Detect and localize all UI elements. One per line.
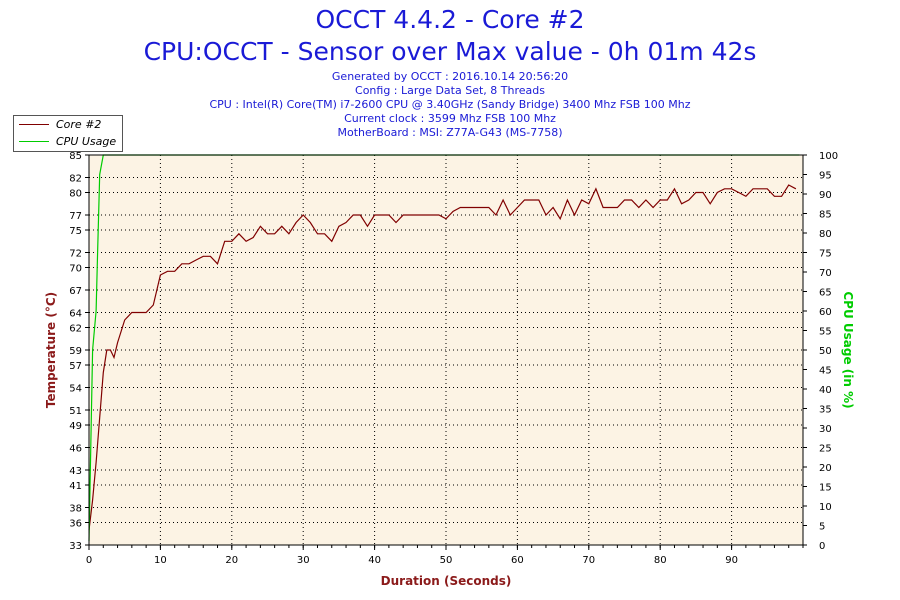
- left-tick-label: 36: [69, 519, 82, 530]
- left-tick-label: 59: [69, 346, 82, 357]
- right-tick-label: 65: [819, 288, 832, 299]
- right-tick-label: 25: [819, 444, 832, 455]
- right-tick-label: 80: [819, 229, 832, 240]
- right-tick-label: 50: [819, 346, 832, 357]
- bottom-tick-label: 70: [582, 555, 595, 566]
- left-tick-label: 70: [69, 264, 82, 275]
- bottom-tick-label: 20: [225, 555, 238, 566]
- left-tick-label: 49: [69, 421, 82, 432]
- info-config: Config : Large Data Set, 8 Threads: [355, 84, 545, 97]
- right-tick-label: 45: [819, 366, 832, 377]
- bottom-axis-ticks: 0 10 20 30 40 50 60 70 80 90: [86, 545, 804, 566]
- right-tick-label: 15: [819, 483, 832, 494]
- right-tick-label: 90: [819, 190, 832, 201]
- right-tick-label: 85: [819, 210, 832, 221]
- legend-label-core2: Core #2: [56, 118, 102, 131]
- left-tick-label: 75: [69, 226, 82, 237]
- left-tick-label: 38: [69, 504, 82, 515]
- left-tick-label: 54: [69, 384, 82, 395]
- bottom-tick-label: 60: [511, 555, 524, 566]
- chart-legend: Core #2 CPU Usage: [13, 115, 123, 152]
- right-tick-label: 20: [819, 463, 832, 474]
- grid-lines: [89, 155, 803, 545]
- bottom-tick-label: 50: [440, 555, 453, 566]
- right-axis-ticks: 0 5 10 15 20 25 30 35 40 45 50 55 60 65 70 75 80 85 90 95 10…: [803, 151, 838, 552]
- right-tick-label: 55: [819, 327, 832, 338]
- left-tick-label: 46: [69, 444, 82, 455]
- left-tick-label: 51: [69, 406, 82, 417]
- x-axis-label: Duration (Seconds): [381, 574, 512, 588]
- left-tick-label: 41: [69, 481, 82, 492]
- left-tick-label: 80: [69, 189, 82, 200]
- bottom-tick-label: 90: [725, 555, 738, 566]
- bottom-tick-label: 40: [368, 555, 381, 566]
- right-tick-label: 75: [819, 249, 832, 260]
- info-cpu: CPU : Intel(R) Core(TM) i7-2600 CPU @ 3.…: [209, 98, 691, 111]
- left-tick-label: 57: [69, 361, 82, 372]
- info-motherboard: MotherBoard : MSI: Z77A-G43 (MS-7758): [337, 126, 563, 139]
- legend-item-core2: Core #2: [14, 117, 122, 133]
- right-tick-label: 30: [819, 424, 832, 435]
- right-tick-label: 0: [819, 541, 825, 552]
- bottom-tick-label: 0: [86, 555, 92, 566]
- right-tick-label: 40: [819, 385, 832, 396]
- left-tick-label: 33: [69, 541, 82, 552]
- bottom-tick-label: 80: [654, 555, 667, 566]
- left-tick-label: 72: [69, 249, 82, 260]
- left-tick-label: 85: [69, 151, 82, 162]
- right-tick-label: 10: [819, 502, 832, 513]
- series-line-core-2: [88, 184, 797, 531]
- left-tick-label: 64: [69, 309, 82, 320]
- y-axis-label: Temperature (°C): [44, 292, 58, 408]
- legend-label-cpu-usage: CPU Usage: [56, 135, 117, 148]
- left-tick-label: 77: [69, 211, 82, 222]
- left-tick-label: 67: [69, 286, 82, 297]
- y2-axis-label: CPU Usage (in %): [841, 291, 855, 408]
- right-tick-label: 5: [819, 522, 825, 533]
- right-tick-label: 70: [819, 268, 832, 279]
- plot-frame: [88, 154, 804, 546]
- right-tick-label: 100: [819, 151, 838, 162]
- right-tick-label: 35: [819, 405, 832, 416]
- chart-title: OCCT 4.4.2 - Core #2: [315, 5, 585, 34]
- info-current-clock: Current clock : 3599 Mhz FSB 100 Mhz: [344, 112, 556, 125]
- left-tick-label: 43: [69, 466, 82, 477]
- bottom-tick-label: 30: [297, 555, 310, 566]
- right-tick-label: 95: [819, 171, 832, 182]
- left-tick-label: 62: [69, 324, 82, 335]
- left-tick-label: 82: [69, 174, 82, 185]
- legend-item-cpu-usage: CPU Usage: [14, 134, 122, 150]
- info-generated: Generated by OCCT : 2016.10.14 20:56:20: [331, 70, 569, 83]
- chart-subtitle: CPU:OCCT - Sensor over Max value - 0h 01…: [143, 37, 757, 66]
- bottom-tick-label: 10: [154, 555, 167, 566]
- legend-swatch-core2: [19, 124, 49, 125]
- right-tick-label: 60: [819, 307, 832, 318]
- left-axis-ticks: 33 36 38 41 43 46 49 51 54 57 59 62 64 67 70 72 75 77 80 82…: [69, 151, 89, 552]
- legend-swatch-cpu-usage: [19, 141, 49, 142]
